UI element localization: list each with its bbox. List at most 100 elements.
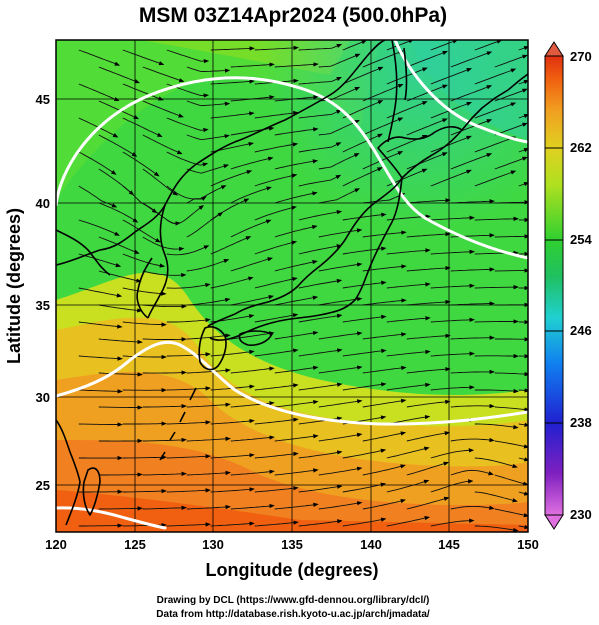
streamline	[122, 117, 163, 138]
streamline	[122, 219, 161, 243]
streamline	[210, 170, 253, 187]
streamline	[518, 524, 528, 530]
y-axis-label: Latitude (degrees)	[4, 208, 24, 364]
streamline	[386, 248, 431, 255]
streamline	[230, 469, 275, 476]
streamline	[474, 40, 503, 51]
streamline	[210, 46, 255, 51]
streamline	[450, 335, 495, 340]
streamline	[342, 212, 387, 221]
streamline	[298, 278, 343, 289]
streamline	[98, 338, 143, 345]
streamline	[78, 151, 117, 175]
streamline	[474, 136, 517, 153]
streamline	[430, 385, 475, 391]
streamline	[298, 450, 343, 459]
streamline	[362, 398, 407, 408]
streamline	[78, 321, 123, 329]
streamline	[78, 355, 123, 361]
streamline	[230, 156, 274, 170]
streamline	[298, 484, 343, 493]
streamline	[298, 348, 343, 357]
streamline	[474, 491, 518, 503]
streamline	[210, 276, 254, 289]
streamline	[230, 219, 272, 238]
x-tick-label: 125	[124, 537, 146, 552]
streamline	[274, 191, 318, 204]
streamline	[186, 185, 227, 204]
streamline	[254, 45, 299, 51]
streamline	[274, 502, 319, 510]
streamline	[166, 283, 211, 289]
streamline	[274, 468, 319, 476]
streamline	[230, 95, 275, 102]
streamline	[406, 431, 451, 442]
streamline	[166, 352, 211, 357]
streamline	[362, 431, 407, 442]
streamline	[254, 451, 299, 459]
streamline	[386, 515, 431, 527]
streamline	[186, 134, 230, 141]
streamline	[142, 437, 187, 443]
streamline	[362, 298, 407, 306]
streamline	[362, 117, 404, 136]
streamline	[274, 434, 319, 442]
streamline	[450, 119, 493, 136]
streamline	[342, 448, 387, 459]
streamline	[406, 152, 448, 170]
streamline	[406, 461, 450, 476]
streamline	[122, 321, 167, 327]
streamline	[342, 133, 383, 153]
streamline	[122, 354, 167, 360]
streamline	[274, 94, 319, 102]
streamline	[430, 479, 474, 493]
streamline	[166, 151, 209, 167]
streamline	[186, 297, 231, 306]
colorbar: 270 262 254 246 238 230	[544, 41, 592, 530]
streamline	[98, 202, 139, 223]
streamline	[186, 470, 231, 476]
streamline	[122, 455, 167, 460]
streamline	[362, 193, 406, 204]
streamline	[474, 457, 518, 469]
streamline	[450, 267, 495, 272]
streamline	[254, 348, 299, 357]
streamline	[274, 260, 318, 272]
streamline	[386, 446, 430, 459]
streamline	[362, 230, 407, 238]
streamline	[166, 454, 211, 459]
streamline	[318, 399, 363, 408]
coastlines	[56, 40, 528, 526]
streamline	[186, 211, 224, 238]
streamline	[274, 225, 318, 238]
streamline	[142, 404, 187, 409]
streamline	[474, 68, 517, 85]
streamline	[362, 498, 406, 510]
streamline	[430, 448, 475, 459]
streamline	[474, 285, 519, 290]
streamline	[318, 228, 363, 238]
streamline	[494, 406, 528, 412]
streamline	[318, 432, 363, 442]
streamline	[78, 523, 123, 528]
streamline	[450, 403, 495, 409]
streamline	[142, 168, 179, 196]
y-tick-label: 35	[36, 298, 50, 313]
streamline	[406, 367, 451, 374]
streamline	[430, 351, 475, 357]
streamline	[406, 333, 451, 340]
streamline	[318, 120, 360, 136]
streamline	[122, 83, 164, 101]
streamline	[298, 313, 343, 323]
streamline	[430, 249, 475, 255]
streamline	[142, 134, 183, 155]
streamline	[254, 520, 299, 527]
streamline	[518, 79, 528, 85]
streamline	[254, 417, 299, 425]
streamline	[122, 253, 166, 268]
streamline	[298, 76, 342, 85]
streamline	[254, 205, 297, 221]
y-tick-label: 25	[36, 478, 50, 493]
streamline	[142, 370, 187, 375]
streamline	[430, 40, 459, 51]
